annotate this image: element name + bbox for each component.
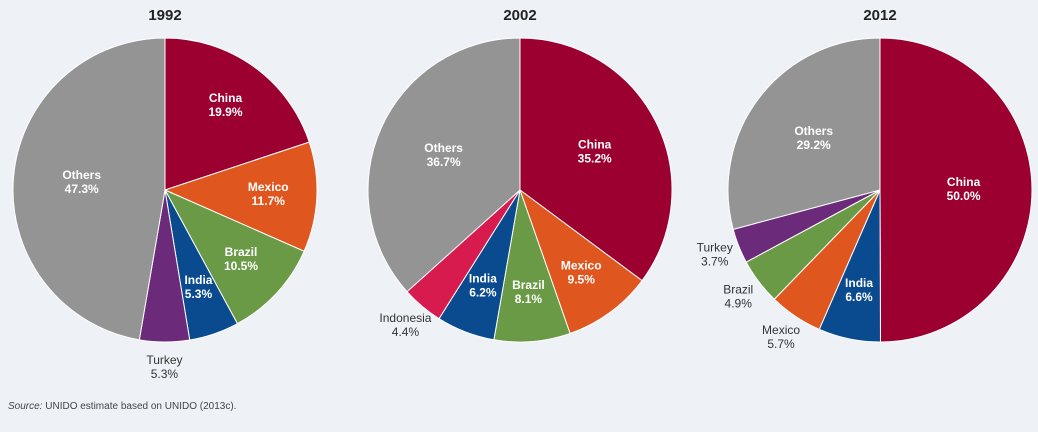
slice-name: China: [947, 175, 981, 189]
slice-name: Others: [62, 168, 101, 182]
slice-label: Mexico 9.5%: [561, 258, 602, 286]
pie-slice: [519, 37, 673, 282]
slice-name: Indonesia: [379, 311, 431, 325]
pie-slice: [518, 188, 643, 335]
slice-label: Brazil 8.1%: [512, 278, 545, 306]
slice-label: India 6.2%: [469, 272, 497, 300]
slice-name: India: [845, 276, 873, 290]
pie-slice: [727, 37, 881, 230]
pie-slice: [879, 37, 1033, 343]
source-label: Source:: [8, 401, 43, 412]
slice-value: 5.3%: [151, 367, 179, 381]
slice-value: 10.5%: [224, 259, 258, 273]
chart-title: 2012: [863, 7, 896, 24]
slice-label: China 19.9%: [208, 91, 242, 119]
slice-name: India: [184, 273, 212, 287]
slice-name: Mexico: [762, 323, 800, 337]
slice-value: 9.5%: [568, 272, 596, 286]
slice-label: Brazil 4.9%: [723, 283, 753, 311]
slice-value: 4.9%: [725, 297, 753, 311]
slice-label: Mexico 11.7%: [248, 180, 289, 208]
slice-name: Others: [424, 141, 463, 155]
slice-label: Brazil 10.5%: [224, 245, 258, 273]
slice-label: Turkey 5.3%: [146, 353, 182, 381]
slice-label: Mexico 5.7%: [762, 323, 800, 351]
slice-value: 47.3%: [65, 182, 99, 196]
slice-label: China 35.2%: [578, 138, 612, 166]
slice-name: Brazil: [723, 283, 753, 297]
slice-label: India 5.3%: [184, 273, 212, 301]
chart-title: 1992: [148, 7, 181, 24]
slice-label: Others 36.7%: [424, 141, 463, 169]
slice-value: 11.7%: [252, 194, 286, 208]
slice-name: Turkey: [146, 353, 182, 367]
slice-label: Others 29.2%: [794, 124, 833, 152]
slice-label: Others 47.3%: [62, 168, 101, 196]
slice-value: 36.7%: [427, 155, 461, 169]
slice-value: 35.2%: [578, 152, 612, 166]
slice-label: Indonesia 4.4%: [379, 311, 431, 339]
source-text: UNIDO estimate based on UNIDO (2013c).: [45, 401, 236, 412]
slice-value: 29.2%: [797, 138, 831, 152]
slice-name: China: [209, 91, 243, 105]
pie-slice: [163, 141, 318, 252]
slice-value: 3.7%: [701, 255, 729, 269]
slice-label: India 6.6%: [845, 276, 873, 304]
slice-name: Mexico: [248, 180, 289, 194]
source: Source: UNIDO estimate based on UNIDO (2…: [8, 401, 236, 412]
pie-slice: [163, 188, 305, 325]
slice-name: Brazil: [512, 278, 545, 292]
pie-slice: [367, 37, 521, 293]
slice-value: 19.9%: [208, 105, 242, 119]
slice-value: 5.3%: [185, 287, 213, 301]
slice-name: India: [469, 272, 497, 286]
slice-label: China 50.0%: [947, 175, 981, 203]
slice-value: 6.6%: [845, 290, 873, 304]
slice-label: Turkey 3.7%: [697, 241, 733, 269]
slice-value: 4.4%: [392, 325, 420, 339]
slice-value: 6.2%: [469, 286, 497, 300]
chart-title: 2002: [503, 7, 536, 24]
slice-name: Turkey: [697, 241, 733, 255]
slice-value: 8.1%: [515, 292, 543, 306]
pie-slice: [164, 37, 310, 191]
slice-name: Others: [794, 124, 833, 138]
slice-name: Mexico: [561, 258, 602, 272]
slice-value: 50.0%: [947, 189, 981, 203]
pie-slice: [12, 37, 166, 341]
slice-value: 5.7%: [767, 337, 795, 351]
slice-name: Brazil: [225, 245, 258, 259]
slice-name: China: [578, 138, 612, 152]
